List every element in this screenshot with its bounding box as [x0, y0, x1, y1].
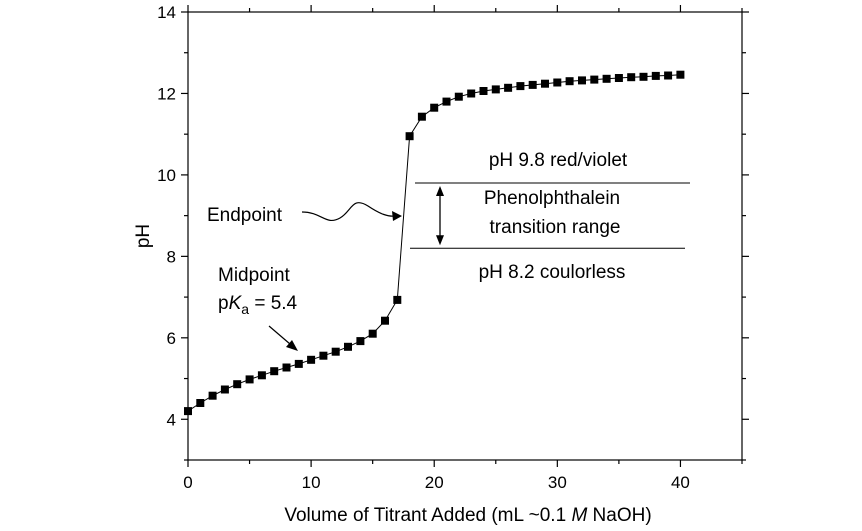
data-point — [565, 77, 574, 86]
axis-tick-labels: 0 10 20 30 40 4 6 8 10 12 14 — [157, 3, 690, 492]
x-tick-label: 30 — [548, 473, 567, 492]
y-tick-label: 8 — [167, 247, 176, 266]
data-point — [294, 359, 303, 368]
range-label-line-1: Phenolphthalein — [484, 188, 620, 209]
range-arrow-head-up — [436, 186, 444, 197]
data-point — [208, 391, 217, 400]
y-tick-label: 4 — [167, 410, 176, 429]
endpoint-wavy-pointer — [301, 202, 397, 222]
data-markers — [184, 70, 685, 416]
data-point — [639, 72, 648, 81]
data-point — [614, 74, 623, 82]
data-point — [417, 112, 426, 121]
data-point — [553, 78, 562, 87]
y-tick-label: 6 — [167, 329, 176, 348]
y-tick-label: 10 — [157, 166, 176, 185]
midpoint-label-line-2: pKa = 5.4 — [218, 293, 298, 317]
data-point — [627, 73, 636, 82]
data-point — [651, 71, 660, 80]
data-point — [257, 371, 266, 380]
x-axis-title-suffix: NaOH) — [587, 505, 651, 526]
data-point — [405, 132, 414, 141]
endpoint-arrow-head — [392, 211, 402, 221]
range-label-line-2: transition range — [490, 217, 621, 238]
x-axis-title-italic: M — [571, 505, 587, 526]
y-tick-label: 14 — [157, 3, 176, 22]
midpoint-p: p — [218, 293, 229, 314]
data-point — [430, 103, 439, 112]
y-tick-label: 12 — [157, 84, 176, 103]
data-point — [368, 329, 377, 338]
data-point — [578, 76, 586, 85]
data-point — [393, 295, 402, 304]
lower-range-label: pH 8.2 coulorless — [479, 262, 626, 283]
data-point — [245, 375, 254, 384]
curve-line — [187, 74, 681, 412]
data-point — [664, 71, 673, 80]
endpoint-label: Endpoint — [207, 205, 283, 226]
range-arrow-head-down — [436, 235, 444, 246]
midpoint-k: K — [229, 293, 243, 314]
data-point — [676, 70, 685, 79]
y-axis-title: pH — [133, 224, 154, 248]
plot-frame — [187, 11, 743, 461]
data-point — [590, 75, 599, 84]
data-point — [442, 97, 451, 106]
axis-ticks — [181, 5, 749, 467]
midpoint-arrow-head — [286, 340, 298, 351]
data-point — [541, 79, 549, 88]
data-point — [282, 363, 291, 372]
data-point — [467, 89, 476, 98]
midpoint-value: = 5.4 — [249, 293, 297, 314]
data-point — [319, 351, 328, 360]
data-point — [491, 85, 500, 94]
midpoint-sub: a — [241, 301, 249, 317]
upper-range-label: pH 9.8 red/violet — [489, 150, 628, 171]
data-point — [307, 355, 316, 364]
data-point — [479, 87, 488, 95]
data-point — [233, 380, 242, 389]
data-point — [220, 385, 229, 394]
data-point — [602, 74, 611, 83]
data-point — [504, 83, 513, 92]
x-tick-label: 10 — [302, 473, 321, 492]
data-point — [184, 407, 192, 416]
data-point — [331, 347, 340, 356]
x-tick-label: 40 — [671, 473, 690, 492]
data-point — [270, 367, 279, 376]
x-tick-label: 0 — [183, 473, 192, 492]
range-double-arrow — [436, 186, 444, 246]
data-point — [454, 92, 463, 101]
data-point — [528, 80, 537, 89]
x-axis-title-prefix: Volume of Titrant Added (mL ~0.1 — [284, 505, 571, 526]
data-point — [196, 399, 205, 407]
data-point — [516, 82, 525, 91]
data-point — [381, 316, 389, 325]
midpoint-arrow-line — [268, 325, 291, 345]
midpoint-label-line-1: Midpoint — [218, 265, 291, 286]
x-tick-label: 20 — [425, 473, 444, 492]
data-point — [356, 337, 365, 346]
data-point — [344, 342, 352, 351]
x-axis-title: Volume of Titrant Added (mL ~0.1 M NaOH) — [284, 505, 651, 526]
